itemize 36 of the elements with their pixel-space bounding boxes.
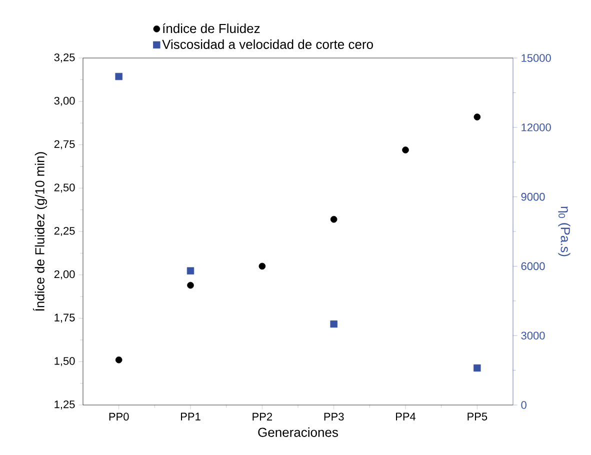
y-tick-label: 2,75 bbox=[54, 140, 75, 150]
y2-tick-label: 3000 bbox=[521, 332, 545, 340]
point bbox=[402, 146, 409, 154]
legend-label: índice de Fluidez bbox=[162, 23, 260, 34]
x-axis-title: Generaciones bbox=[258, 427, 338, 437]
x-tick-label: PP5 bbox=[468, 412, 488, 420]
x-tick-label: PP4 bbox=[396, 412, 416, 420]
point bbox=[186, 267, 194, 274]
y2-tick-label: 15000 bbox=[522, 54, 551, 62]
point bbox=[474, 364, 481, 372]
point bbox=[187, 282, 194, 289]
y-tick-label: 3,00 bbox=[54, 96, 75, 106]
y2-tick-label: 6000 bbox=[521, 262, 545, 270]
x-tick-label: PP2 bbox=[252, 412, 272, 420]
y-tick-label: 3,25 bbox=[54, 53, 75, 63]
y2-tick-label: 12000 bbox=[522, 123, 551, 132]
y2-axis-title: η$_{0}$ (Pa.s) bbox=[558, 206, 570, 256]
x-tick-label: PP0 bbox=[109, 412, 129, 421]
y-tick-label: 1,75 bbox=[54, 314, 75, 323]
y-tick-label: 2,25 bbox=[54, 226, 75, 236]
y-axis-title: Índice de Fluidez (g/10 min) bbox=[33, 152, 47, 311]
point bbox=[258, 262, 266, 270]
x-tick-label: PP3 bbox=[324, 412, 344, 421]
y-tick-label: 1,50 bbox=[54, 357, 75, 366]
y-tick-label: 1,25 bbox=[54, 400, 75, 410]
y-tick-label: 2,50 bbox=[54, 184, 75, 193]
point bbox=[330, 320, 338, 328]
y2-tick-label: 0 bbox=[521, 401, 526, 409]
point bbox=[115, 356, 122, 364]
point bbox=[330, 216, 338, 223]
legend-label: Viscosidad a velocidad de corte cero bbox=[162, 39, 373, 49]
point bbox=[115, 72, 122, 80]
y2-tick-label: 9000 bbox=[521, 192, 545, 201]
y-tick-label: 2,00 bbox=[54, 270, 75, 280]
point bbox=[474, 114, 481, 120]
x-tick-label: PP1 bbox=[181, 412, 200, 420]
